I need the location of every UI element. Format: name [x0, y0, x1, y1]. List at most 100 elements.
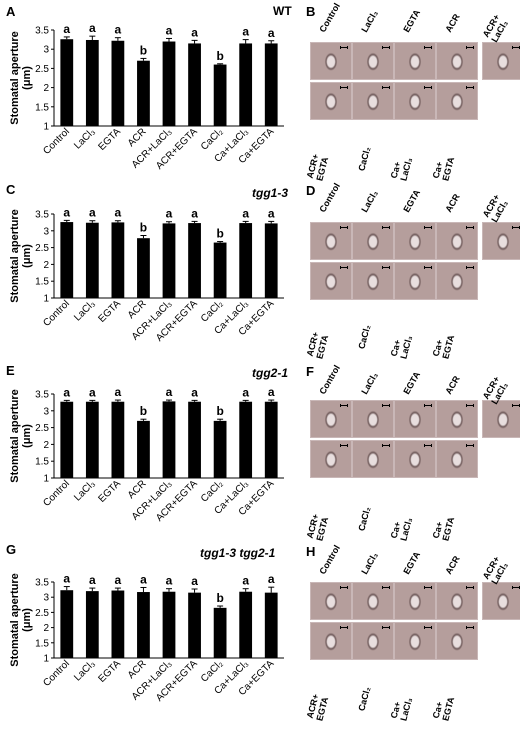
scale-bar — [466, 226, 474, 229]
x-tick-label: ACR — [126, 658, 149, 681]
y-tick-label: 3.5 — [35, 578, 49, 589]
y-axis-label-unit: (μm) — [21, 66, 33, 90]
bar — [188, 592, 201, 658]
scale-bar — [512, 226, 520, 229]
stomata-micrograph — [436, 42, 478, 80]
y-tick-label: 3 — [43, 45, 49, 56]
significance-letter: b — [216, 227, 223, 241]
y-tick-label: 3 — [43, 593, 49, 604]
stomata-micrograph — [394, 82, 436, 120]
scale-bar — [512, 404, 520, 407]
x-tick-label: LaCl₃ — [72, 658, 97, 683]
scale-bar — [424, 444, 432, 447]
bar — [264, 223, 278, 298]
x-tick-label: EGTA — [97, 298, 124, 325]
bar — [239, 591, 253, 658]
stomata-micrograph — [352, 42, 394, 80]
stomata-micrograph — [436, 622, 478, 660]
y-tick-label: 2 — [43, 260, 49, 271]
stomata-micrograph — [310, 222, 352, 260]
significance-letter: a — [166, 23, 173, 37]
bar — [60, 590, 74, 658]
y-tick-label: 3.5 — [35, 210, 49, 221]
bar — [264, 592, 278, 658]
scale-bar — [424, 404, 432, 407]
x-tick-label: ACR — [126, 126, 149, 149]
scale-bar — [340, 46, 348, 49]
significance-letter: a — [268, 26, 275, 40]
significance-letter: a — [89, 385, 96, 399]
bar — [60, 39, 74, 126]
stomata-micrograph — [352, 622, 394, 660]
scale-bar — [340, 586, 348, 589]
stomata-micrograph — [352, 222, 394, 260]
y-tick-label: 2 — [43, 440, 49, 451]
panel-letter-b: B — [306, 4, 316, 19]
scale-bar — [512, 586, 520, 589]
significance-letter: b — [216, 404, 223, 418]
x-tick-label: EGTA — [97, 126, 124, 153]
significance-letter: a — [242, 574, 249, 588]
y-tick-label: 2.5 — [35, 243, 49, 254]
x-tick-label: EGTA — [97, 658, 124, 685]
bar — [188, 401, 201, 478]
y-tick-label: 1.5 — [35, 638, 49, 649]
stomata-micrograph — [482, 222, 520, 260]
significance-letter: a — [115, 385, 122, 399]
x-tick-label: LaCl₃ — [72, 298, 97, 323]
panel-letter-a: A — [6, 4, 16, 19]
significance-letter: a — [268, 572, 275, 586]
significance-letter: b — [216, 49, 223, 63]
stomata-micrograph — [436, 582, 478, 620]
scale-bar — [424, 586, 432, 589]
scale-bar — [340, 266, 348, 269]
scale-bar — [382, 444, 390, 447]
bar — [137, 592, 150, 658]
scale-bar — [382, 226, 390, 229]
y-tick-label: 3.5 — [35, 26, 49, 37]
scale-bar — [340, 86, 348, 89]
stomata-micrograph — [394, 582, 436, 620]
stomata-micrograph — [436, 82, 478, 120]
significance-letter: a — [191, 25, 198, 39]
bar — [188, 223, 201, 298]
bar — [188, 43, 201, 126]
bar — [111, 222, 125, 298]
scale-bar — [424, 46, 432, 49]
panel-letter-f: F — [306, 364, 314, 379]
significance-letter: a — [63, 572, 70, 586]
scale-bar — [466, 46, 474, 49]
y-tick-label: 1 — [43, 474, 49, 485]
y-tick-label: 3 — [43, 226, 49, 237]
significance-letter: a — [268, 206, 275, 220]
bar — [162, 401, 176, 478]
stomata-micrograph — [394, 440, 436, 478]
bar — [213, 242, 227, 298]
stomata-micrograph — [310, 582, 352, 620]
significance-letter: a — [268, 385, 275, 399]
panel-letter-g: G — [6, 542, 17, 557]
scale-bar — [340, 226, 348, 229]
scale-bar — [340, 444, 348, 447]
stomata-micrograph — [482, 42, 520, 80]
bar — [137, 420, 150, 478]
panel-letter-c: C — [6, 182, 16, 197]
bar — [239, 43, 253, 126]
significance-letter: a — [166, 207, 173, 221]
bar — [111, 40, 125, 126]
significance-letter: a — [89, 573, 96, 587]
stomata-micrograph — [394, 622, 436, 660]
x-tick-label: LaCl₃ — [72, 478, 97, 503]
bar — [137, 238, 150, 298]
y-tick-label: 1 — [43, 122, 49, 133]
bar — [239, 223, 253, 298]
stomata-micrograph — [352, 582, 394, 620]
bar — [85, 222, 99, 298]
significance-letter: a — [191, 385, 198, 399]
bar — [60, 222, 74, 298]
bar — [111, 401, 125, 478]
x-tick-label: LaCl₃ — [72, 126, 97, 151]
significance-letter: b — [140, 43, 147, 57]
scale-bar — [466, 444, 474, 447]
y-axis-label-unit: (μm) — [21, 244, 33, 268]
